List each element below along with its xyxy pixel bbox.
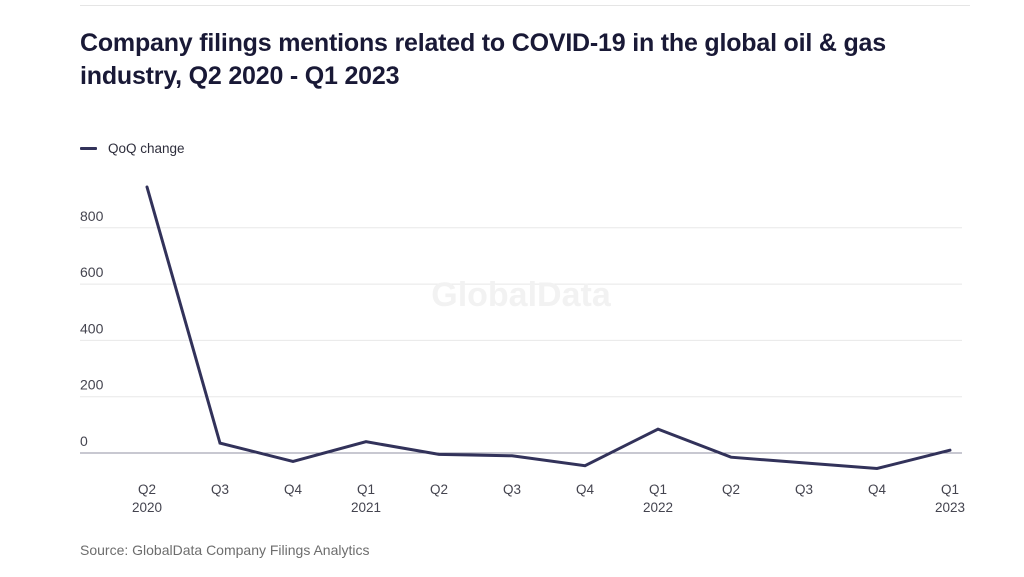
x-tick-year-label: 2022 — [643, 500, 673, 515]
y-tick-label: 800 — [80, 208, 104, 224]
x-tick-quarter-label: Q3 — [795, 482, 813, 497]
x-tick-quarter-label: Q3 — [211, 482, 229, 497]
x-tick-quarter-label: Q1 — [357, 482, 375, 497]
x-tick-quarter-label: Q1 — [649, 482, 667, 497]
x-tick-quarter-label: Q2 — [430, 482, 448, 497]
top-divider — [80, 5, 970, 6]
y-tick-label: 400 — [80, 320, 104, 336]
x-tick-year-label: 2023 — [935, 500, 965, 515]
x-tick-quarter-label: Q1 — [941, 482, 959, 497]
y-tick-label: 600 — [80, 264, 104, 280]
x-tick-quarter-label: Q2 — [138, 482, 156, 497]
source-text: Source: GlobalData Company Filings Analy… — [80, 542, 370, 558]
legend-line-icon — [80, 146, 97, 150]
y-tick-label: 200 — [80, 377, 104, 393]
page-title: Company filings mentions related to COVI… — [80, 29, 886, 91]
x-tick-quarter-label: Q4 — [868, 482, 887, 497]
x-tick-quarter-label: Q2 — [722, 482, 740, 497]
legend-label: QoQ change — [108, 140, 185, 156]
x-tick-quarter-label: Q4 — [284, 482, 303, 497]
x-tick-year-label: 2020 — [132, 500, 162, 515]
x-tick-year-label: 2021 — [351, 500, 381, 515]
legend: QoQ change — [80, 140, 185, 156]
x-tick-quarter-label: Q4 — [576, 482, 595, 497]
x-tick-quarter-label: Q3 — [503, 482, 521, 497]
watermark-text: GlobalData — [431, 276, 612, 314]
qoq-change-series-line — [145, 185, 952, 471]
y-tick-label: 0 — [80, 433, 88, 449]
